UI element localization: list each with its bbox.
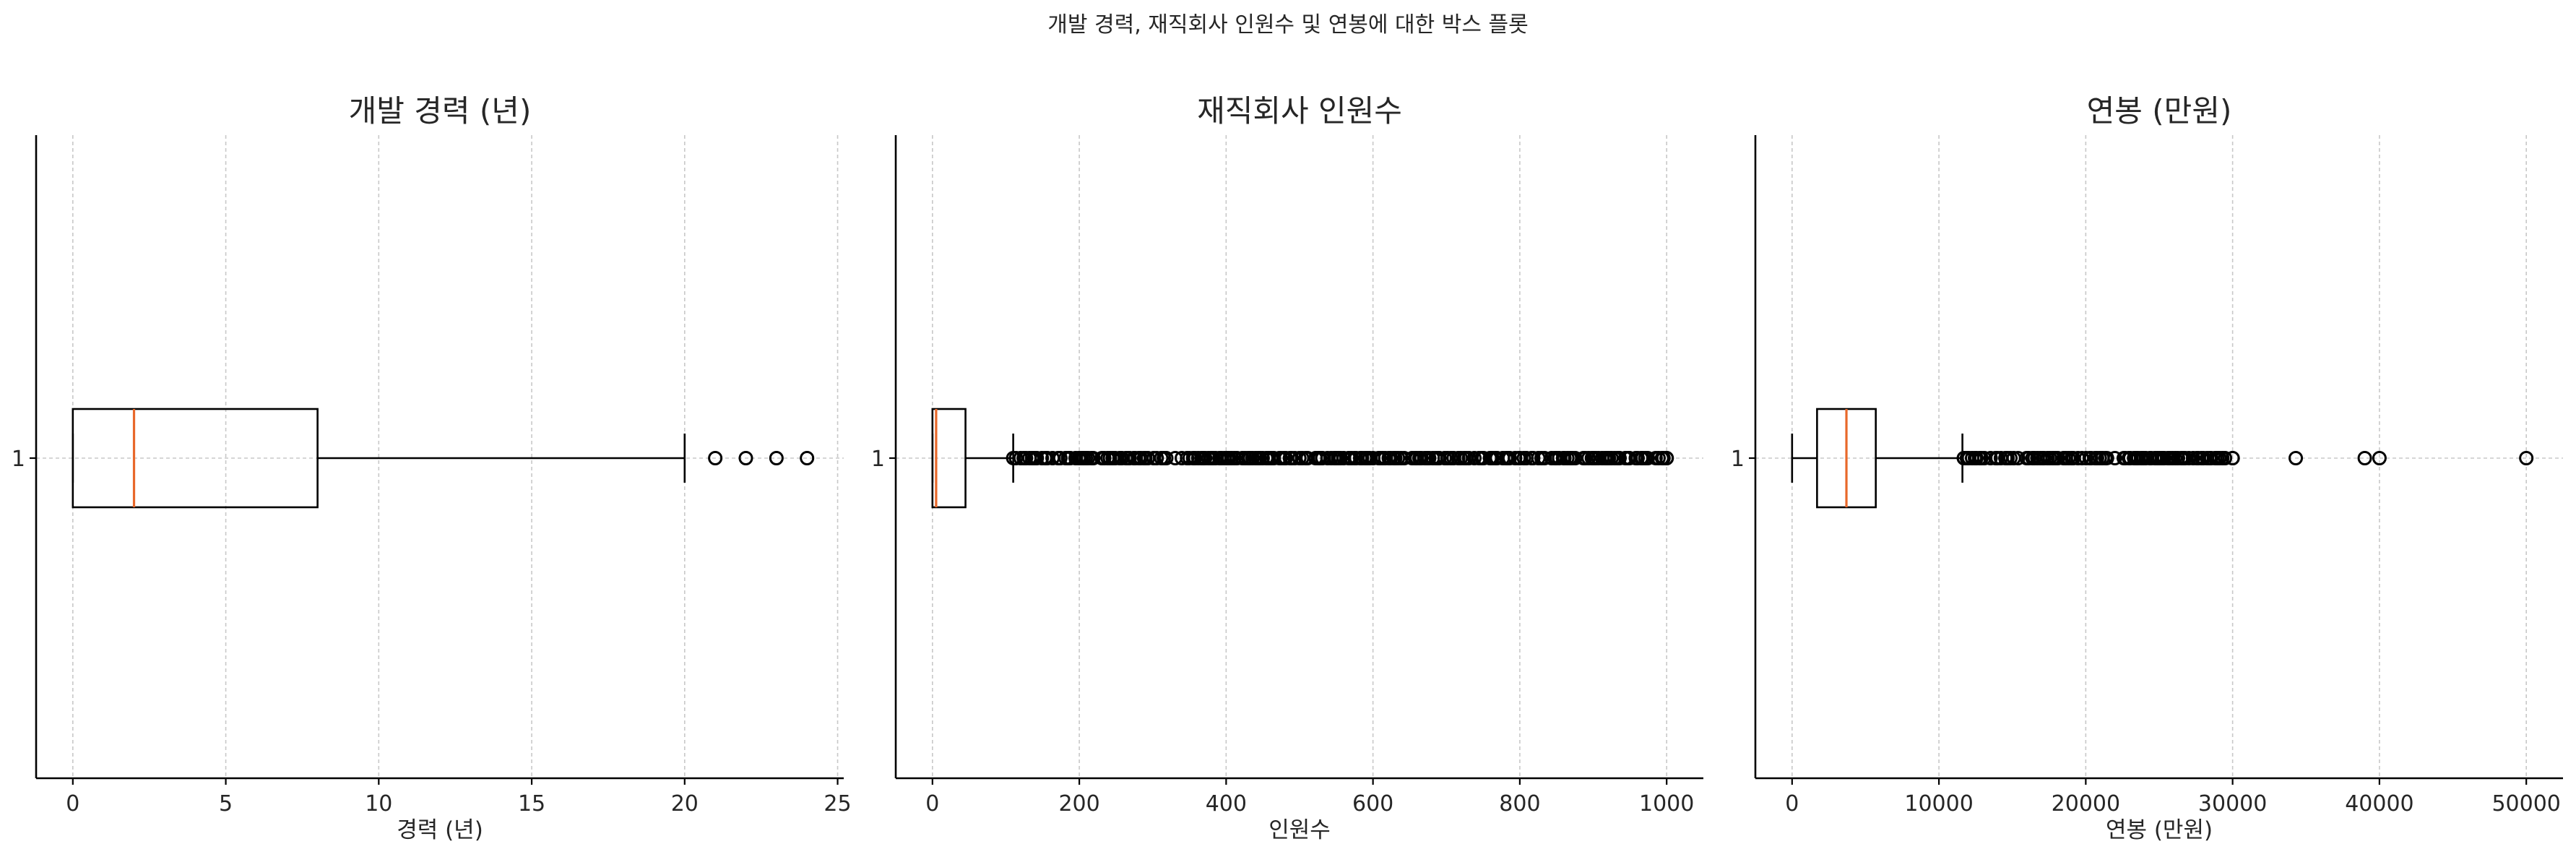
x-tick-label: 20	[671, 791, 699, 817]
x-tick-label: 10000	[1904, 791, 1973, 817]
outlier-point	[800, 451, 815, 465]
y-tick-label: 1	[12, 447, 25, 472]
outlier-point	[1659, 451, 1674, 465]
outlier-point	[2519, 451, 2534, 465]
x-tick-label: 600	[1352, 791, 1393, 817]
outlier-point	[1612, 451, 1627, 465]
x-tick-label: 1000	[1639, 791, 1694, 817]
boxplot-panel: 0 10000 20000 30000 40000 50000 1 연봉 (만원) 연봉 (만원…	[1731, 93, 2563, 843]
outlier-point	[738, 451, 753, 465]
figure-suptitle: 개발 경력, 재직회사 인원수 및 연봉에 대한 박스 플롯	[1047, 12, 1528, 38]
x-tick-label: 200	[1058, 791, 1099, 817]
x-tick-label: 20000	[2052, 791, 2120, 817]
x-tick-label: 400	[1206, 791, 1247, 817]
outlier-point	[1956, 451, 1971, 465]
outlier-point	[1502, 451, 1517, 465]
x-tick-label: 15	[518, 791, 545, 817]
outlier-point	[2288, 451, 2304, 465]
x-tick-label: 25	[824, 791, 851, 817]
outlier-point	[2107, 451, 2122, 465]
panel-title: 연봉 (만원)	[2087, 93, 2232, 129]
x-axis-label: 인원수	[1268, 817, 1331, 843]
x-tick-label: 10	[365, 791, 392, 817]
outlier-point	[1053, 451, 1068, 465]
panel-title: 개발 경력 (년)	[349, 93, 532, 129]
outlier-point	[1641, 451, 1656, 465]
outlier-point	[1159, 451, 1174, 465]
boxplot-panel: 0 5 10 15 20 25 1 개발 경력 (년) 경력 (년)	[12, 93, 852, 843]
x-tick-label: 40000	[2345, 791, 2413, 817]
x-axis-label: 연봉 (만원)	[2106, 817, 2213, 843]
outlier-point	[2218, 451, 2233, 465]
x-tick-label: 30000	[2198, 791, 2267, 817]
y-tick-label: 1	[871, 447, 885, 472]
y-tick-label: 1	[1731, 447, 1745, 472]
x-tick-label: 50000	[2491, 791, 2560, 817]
iqr-box	[72, 408, 319, 509]
outlier-point	[2050, 451, 2065, 465]
outlier-point	[2357, 451, 2372, 465]
x-tick-label: 800	[1499, 791, 1540, 817]
outlier-point	[1029, 451, 1045, 465]
outlier-point	[1349, 451, 1364, 465]
outlier-point	[2099, 451, 2114, 465]
x-tick-label: 5	[219, 791, 233, 817]
x-axis-label: 경력 (년)	[397, 817, 483, 843]
outlier-point	[769, 451, 784, 465]
outlier-point	[1466, 451, 1482, 465]
outlier-point	[1149, 451, 1164, 465]
outlier-point	[2225, 451, 2240, 465]
outlier-point	[1086, 451, 1101, 465]
x-tick-label: 0	[66, 791, 79, 817]
outlier-point	[1006, 451, 1021, 465]
outlier-point	[2010, 451, 2026, 465]
outlier-point	[1983, 451, 1998, 465]
outlier-point	[2372, 451, 2387, 465]
panel-title: 재직회사 인원수	[1197, 93, 1402, 129]
x-tick-label: 0	[1785, 791, 1799, 817]
x-tick-label: 0	[925, 791, 939, 817]
outlier-point	[708, 451, 723, 465]
iqr-box	[931, 408, 967, 509]
outlier-point	[1278, 451, 1293, 465]
